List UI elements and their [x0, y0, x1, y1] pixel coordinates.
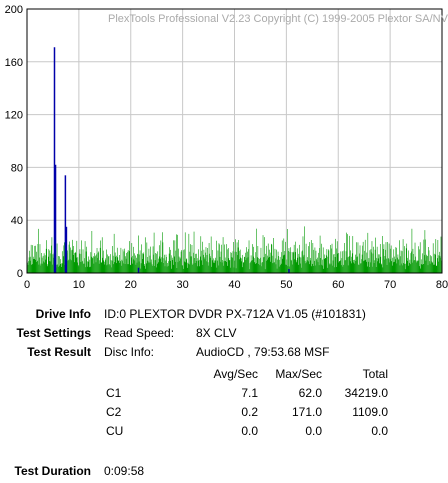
row-label-c1: C1 — [106, 386, 122, 400]
y-tick-label: 120 — [5, 110, 23, 122]
y-tick-label: 160 — [5, 57, 23, 69]
x-axis-ticks: 0 10 20 30 40 50 60 70 80 — [24, 279, 448, 291]
c1-avg: 7.1 — [241, 386, 258, 400]
col-header-total: Total — [362, 367, 388, 381]
test-duration-label: Test Duration — [14, 464, 91, 478]
x-tick-label: 0 — [24, 279, 30, 291]
row-label-c2: C2 — [106, 405, 122, 419]
cu-avg: 0.0 — [241, 424, 258, 438]
x-tick-label: 10 — [73, 279, 85, 291]
drive-info-value: ID:0 PLEXTOR DVDR PX-712A V1.05 (#101831… — [104, 307, 366, 321]
y-tick-label: 200 — [5, 4, 23, 16]
plot-border — [26, 8, 443, 274]
x-tick-label: 40 — [228, 279, 240, 291]
error-chart: PlexTools Professional V2.23 Copyright (… — [5, 4, 448, 291]
read-speed-value: 8X CLV — [196, 326, 237, 340]
x-tick-label: 30 — [177, 279, 189, 291]
col-header-avg: Avg/Sec — [213, 367, 258, 381]
c1-series — [26, 226, 442, 273]
chart-title: PlexTools Professional V2.23 Copyright (… — [108, 13, 448, 25]
read-speed-key: Read Speed: — [104, 326, 175, 340]
x-tick-label: 60 — [332, 279, 344, 291]
disc-info-key: Disc Info: — [104, 345, 155, 359]
cu-total: 0.0 — [371, 424, 388, 438]
c2-avg: 0.2 — [241, 405, 258, 419]
x-tick-label: 50 — [280, 279, 292, 291]
disc-info-value: AudioCD , 79:53.68 MSF — [196, 345, 330, 359]
y-tick-label: 80 — [11, 162, 23, 174]
c1-max: 62.0 — [298, 386, 322, 400]
y-tick-label: 40 — [11, 215, 23, 227]
c1-total: 34219.0 — [344, 386, 388, 400]
test-result-label: Test Result — [27, 345, 91, 359]
x-tick-label: 20 — [125, 279, 137, 291]
y-axis-ticks: 0 40 80 120 160 200 — [5, 4, 23, 280]
c2-max: 171.0 — [291, 405, 322, 419]
col-header-max: Max/Sec — [275, 367, 322, 381]
x-tick-label: 70 — [384, 279, 396, 291]
test-settings-label: Test Settings — [16, 326, 91, 340]
c2-total: 1109.0 — [352, 405, 388, 419]
cu-max: 0.0 — [305, 424, 322, 438]
x-tick-label: 80 — [436, 279, 448, 291]
c2-series — [53, 47, 290, 273]
drive-info-label: Drive Info — [35, 307, 91, 321]
row-label-cu: CU — [106, 424, 124, 438]
test-duration-value: 0:09:58 — [104, 464, 145, 478]
y-tick-label: 0 — [17, 268, 23, 280]
